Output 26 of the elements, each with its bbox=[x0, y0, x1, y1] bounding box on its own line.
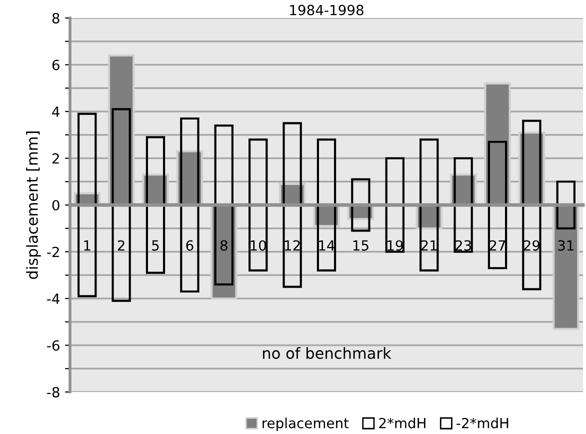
x-tick-label: 6 bbox=[186, 240, 194, 251]
x-tick-label: 19 bbox=[388, 240, 403, 251]
y-axis-title: displacement [mm] bbox=[26, 132, 41, 279]
x-tick-label: 12 bbox=[284, 240, 300, 250]
x-axis-title: no of benchmark bbox=[263, 347, 392, 359]
y-tick-label: 6 bbox=[52, 60, 60, 70]
y-tick-label: -2 bbox=[47, 246, 59, 258]
y-tick-label: -6 bbox=[47, 340, 60, 351]
x-tick-label: 14 bbox=[319, 240, 335, 250]
x-tick-label: 8 bbox=[220, 240, 228, 251]
y-tick-label: 2 bbox=[52, 153, 59, 164]
x-tick-label: 1 bbox=[84, 240, 90, 250]
y-tick-label: 8 bbox=[52, 12, 60, 24]
x-tick-label: 2 bbox=[118, 240, 124, 250]
y-tick-label: -8 bbox=[47, 386, 60, 398]
legend-label: replacement bbox=[262, 418, 349, 432]
legend-label: -2*mdH bbox=[456, 418, 508, 428]
x-tick-label: 5 bbox=[152, 240, 159, 251]
y-tick-label: 4 bbox=[52, 106, 60, 117]
x-tick-label: 27 bbox=[490, 240, 506, 250]
legend-label: 2*mdH bbox=[379, 418, 426, 428]
y-tick-label: 0 bbox=[52, 200, 60, 210]
x-tick-label: 31 bbox=[558, 240, 574, 251]
chart-title: 1984-1998 bbox=[290, 4, 364, 16]
y-tick-label: -4 bbox=[47, 294, 60, 304]
x-tick-label: 15 bbox=[353, 240, 368, 251]
